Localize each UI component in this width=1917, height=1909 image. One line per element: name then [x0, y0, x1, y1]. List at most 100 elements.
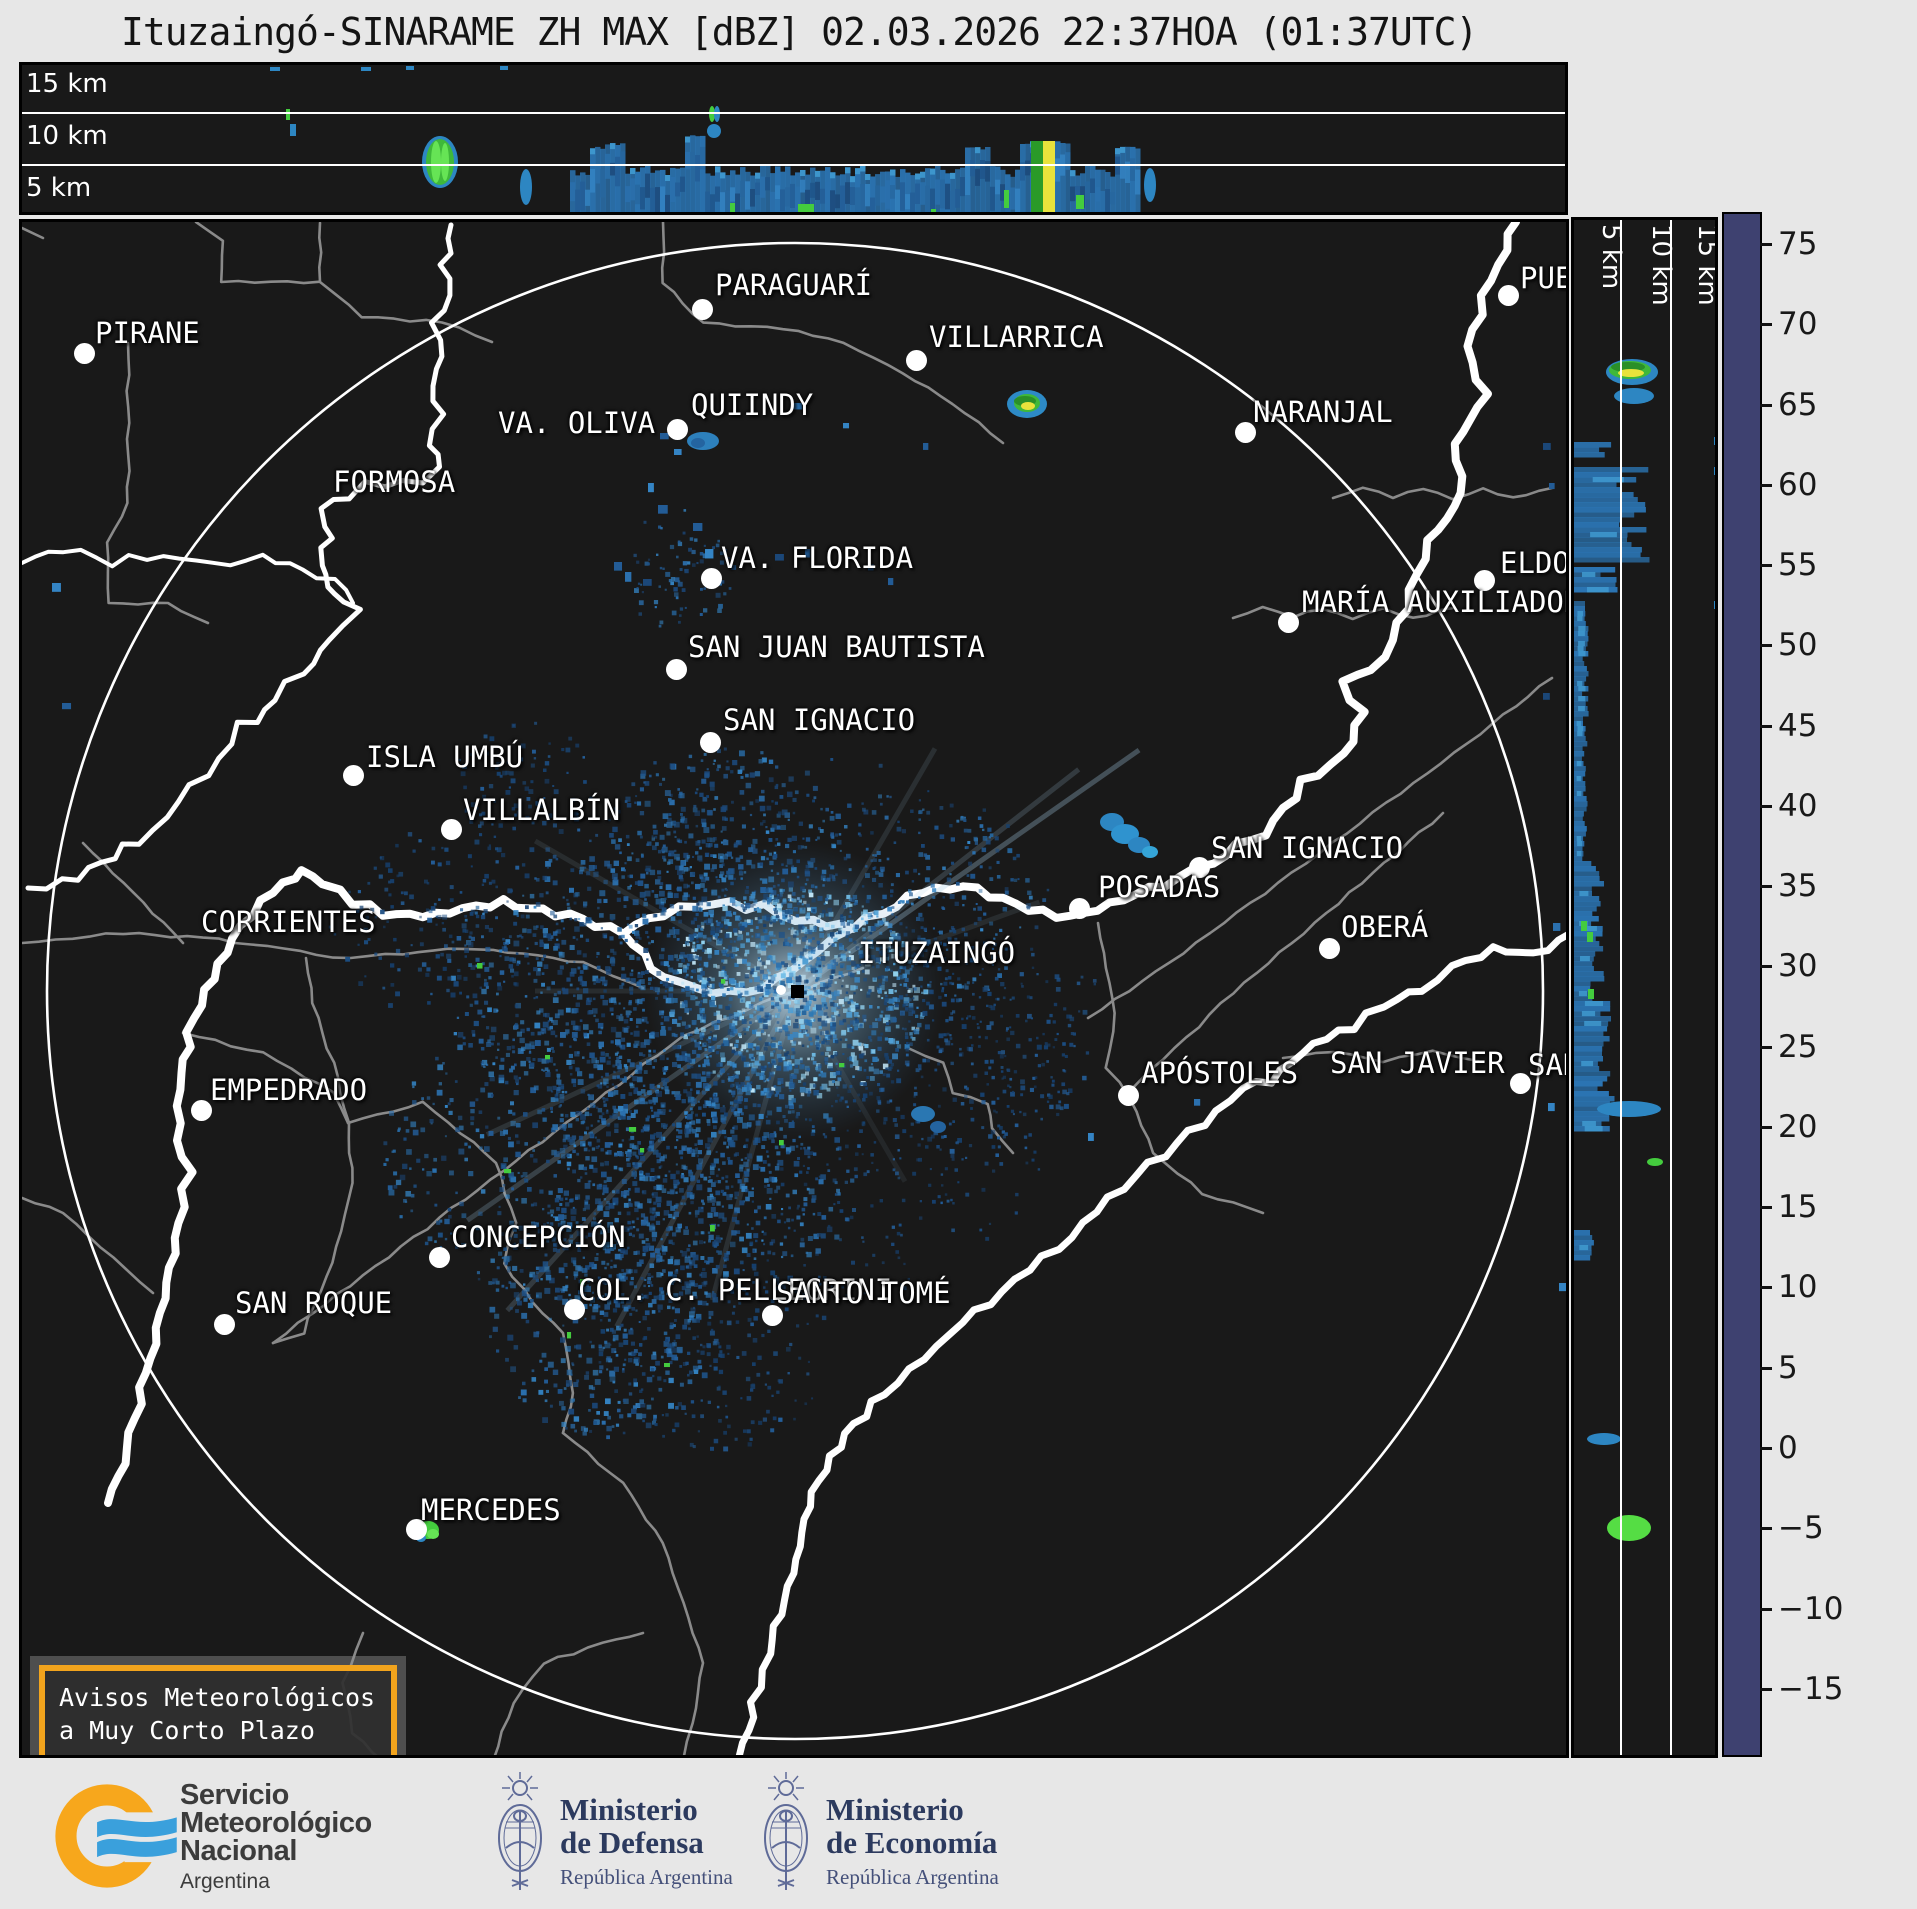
city-dot-pirane: [74, 343, 95, 364]
city-dot-villalbin: [441, 819, 462, 840]
echo-dot: [1194, 1099, 1201, 1106]
echo-dot: [1543, 443, 1551, 450]
page-title: Ituzaingó-SINARAME ZH MAX [dBZ] 02.03.20…: [121, 10, 1478, 54]
radar-spoke: [793, 748, 1141, 994]
province-border: [561, 1431, 705, 1755]
city-label-mercedes: MERCEDES: [421, 1493, 561, 1527]
warning-line-1: Avisos Meteorológicos: [59, 1683, 376, 1712]
echo-cell: [691, 438, 705, 448]
echo-dot: [805, 549, 811, 558]
city-dot-maria-auxiliadora: [1278, 612, 1299, 633]
city-label-corrientes: CORRIENTES: [201, 905, 376, 939]
echo-green-dot: [545, 1055, 550, 1060]
colorbar-tick: [1760, 724, 1772, 728]
echo-dot: [52, 583, 61, 592]
radar-spoke: [792, 747, 938, 993]
province-border: [81, 841, 185, 945]
echo-green-dot: [504, 1169, 512, 1174]
city-dot-san-javier: [1510, 1073, 1531, 1094]
city-label-apostoles: APÓSTOLES: [1141, 1056, 1299, 1090]
city-label-formosa: FORMOSA: [333, 465, 456, 499]
colorbar-tick-label: 45: [1778, 707, 1818, 744]
radar-spoke: [533, 838, 797, 994]
warning-line-2: a Muy Corto Plazo: [59, 1716, 315, 1745]
echo-green-dot: [567, 1332, 572, 1339]
economia-wordmark: Ministerio de Economía República Argenti…: [826, 1792, 999, 1889]
province-border: [271, 956, 354, 1345]
city-label-ituzaingo: ITUZAINGÓ: [858, 936, 1016, 970]
colorbar-tick-label: 40: [1778, 787, 1818, 824]
city-dot-san-ignacio: [1189, 857, 1210, 878]
river: [735, 931, 1566, 1755]
smn-logo-icon: [55, 1784, 177, 1888]
echo-green-dot: [779, 1140, 784, 1146]
echo-dot: [1543, 693, 1550, 700]
top-cross-section-panel: 15 km 10 km 5 km: [19, 62, 1568, 215]
echo-green-dot: [721, 979, 726, 984]
right-cross-section-panel: 5 km 10 km 15 km: [1571, 217, 1718, 1758]
city-label-villarrica: VILLARRICA: [929, 320, 1104, 354]
footer: Servicio Meteorológico Nacional Argentin…: [0, 1763, 1917, 1909]
echo-dot: [1548, 1103, 1555, 1112]
echo-dot: [648, 483, 654, 493]
city-dot-mercedes: [406, 1519, 427, 1540]
radar-spoke: [794, 899, 1041, 994]
colorbar-tick-label: 5: [1778, 1349, 1798, 1386]
province-border: [1126, 811, 1445, 1095]
colorbar-tick: [1760, 1366, 1772, 1370]
height-axis-label: 10 km: [26, 121, 108, 151]
province-border: [906, 1046, 1015, 1155]
echo-cell: [1142, 846, 1158, 858]
city-label-san-ignacio: SAN IGNACIO: [1211, 831, 1404, 865]
echo-dot: [775, 554, 784, 561]
province-border: [1086, 676, 1554, 1020]
colorbar-tick: [1760, 1045, 1772, 1049]
radar-site-marker: [791, 985, 804, 998]
colorbar-tick-label: −10: [1778, 1590, 1844, 1627]
colorbar-tick-label: 25: [1778, 1028, 1818, 1065]
range-ring: [45, 241, 1545, 1741]
city-dot-eldorado: [1474, 570, 1495, 591]
colorbar-tick-label: 10: [1778, 1269, 1818, 1306]
colorbar-tick: [1760, 403, 1772, 407]
echo-cell: [427, 1529, 439, 1539]
colorbar-tick-label: 70: [1778, 306, 1818, 343]
city-label-san-roque: SAN ROQUE: [235, 1286, 393, 1320]
province-border: [22, 226, 45, 240]
province-border: [318, 280, 494, 344]
colorbar-tick-label: 60: [1778, 466, 1818, 503]
city-dot-san-roque: [214, 1314, 235, 1335]
colorbar-tick: [1760, 1687, 1772, 1691]
city-label-santo-tome: SANTO TOMÉ: [776, 1276, 951, 1310]
city-label-naranjal: NARANJAL: [1253, 395, 1393, 429]
colorbar-tick-label: −5: [1778, 1510, 1824, 1547]
echo-dot: [1549, 483, 1555, 490]
colorbar-tick-label: 50: [1778, 627, 1818, 664]
echo-dot: [625, 572, 632, 582]
province-border: [22, 931, 645, 990]
echo-green-dot: [640, 1148, 645, 1153]
province-border: [660, 222, 1005, 445]
height-axis-label: 5 km: [26, 173, 92, 203]
echo-green-dot: [664, 1363, 670, 1368]
colorbar-tick-label: 75: [1778, 226, 1818, 263]
city-dot-col-c-pellegrini: [564, 1299, 585, 1320]
city-dot-villarrica: [906, 350, 927, 371]
echo-green-dot: [477, 963, 483, 969]
height-gridline: [22, 164, 1565, 166]
warning-box[interactable]: Avisos Meteorológicos a Muy Corto Plazo: [30, 1656, 407, 1755]
city-label-concepcion: CONCEPCIÓN: [451, 1220, 626, 1254]
defensa-wordmark: Ministerio de Defensa República Argentin…: [560, 1792, 733, 1889]
city-dot-concepcion: [429, 1247, 450, 1268]
city-dot-naranjal: [1235, 422, 1256, 443]
echo-dot: [658, 505, 668, 514]
echo-green-dot: [580, 1279, 585, 1285]
radar-spoke: [465, 988, 797, 1223]
city-label-pirane: PIRANE: [95, 316, 200, 350]
colorbar-tick: [1760, 1607, 1772, 1611]
echo-cell: [911, 1106, 935, 1122]
province-border: [22, 1196, 155, 1295]
height-gridline: [1620, 220, 1622, 1755]
city-label-maria-auxiliadora: MARÍA AUXILIADORA: [1302, 585, 1566, 619]
echo-green-dot: [710, 1225, 715, 1232]
